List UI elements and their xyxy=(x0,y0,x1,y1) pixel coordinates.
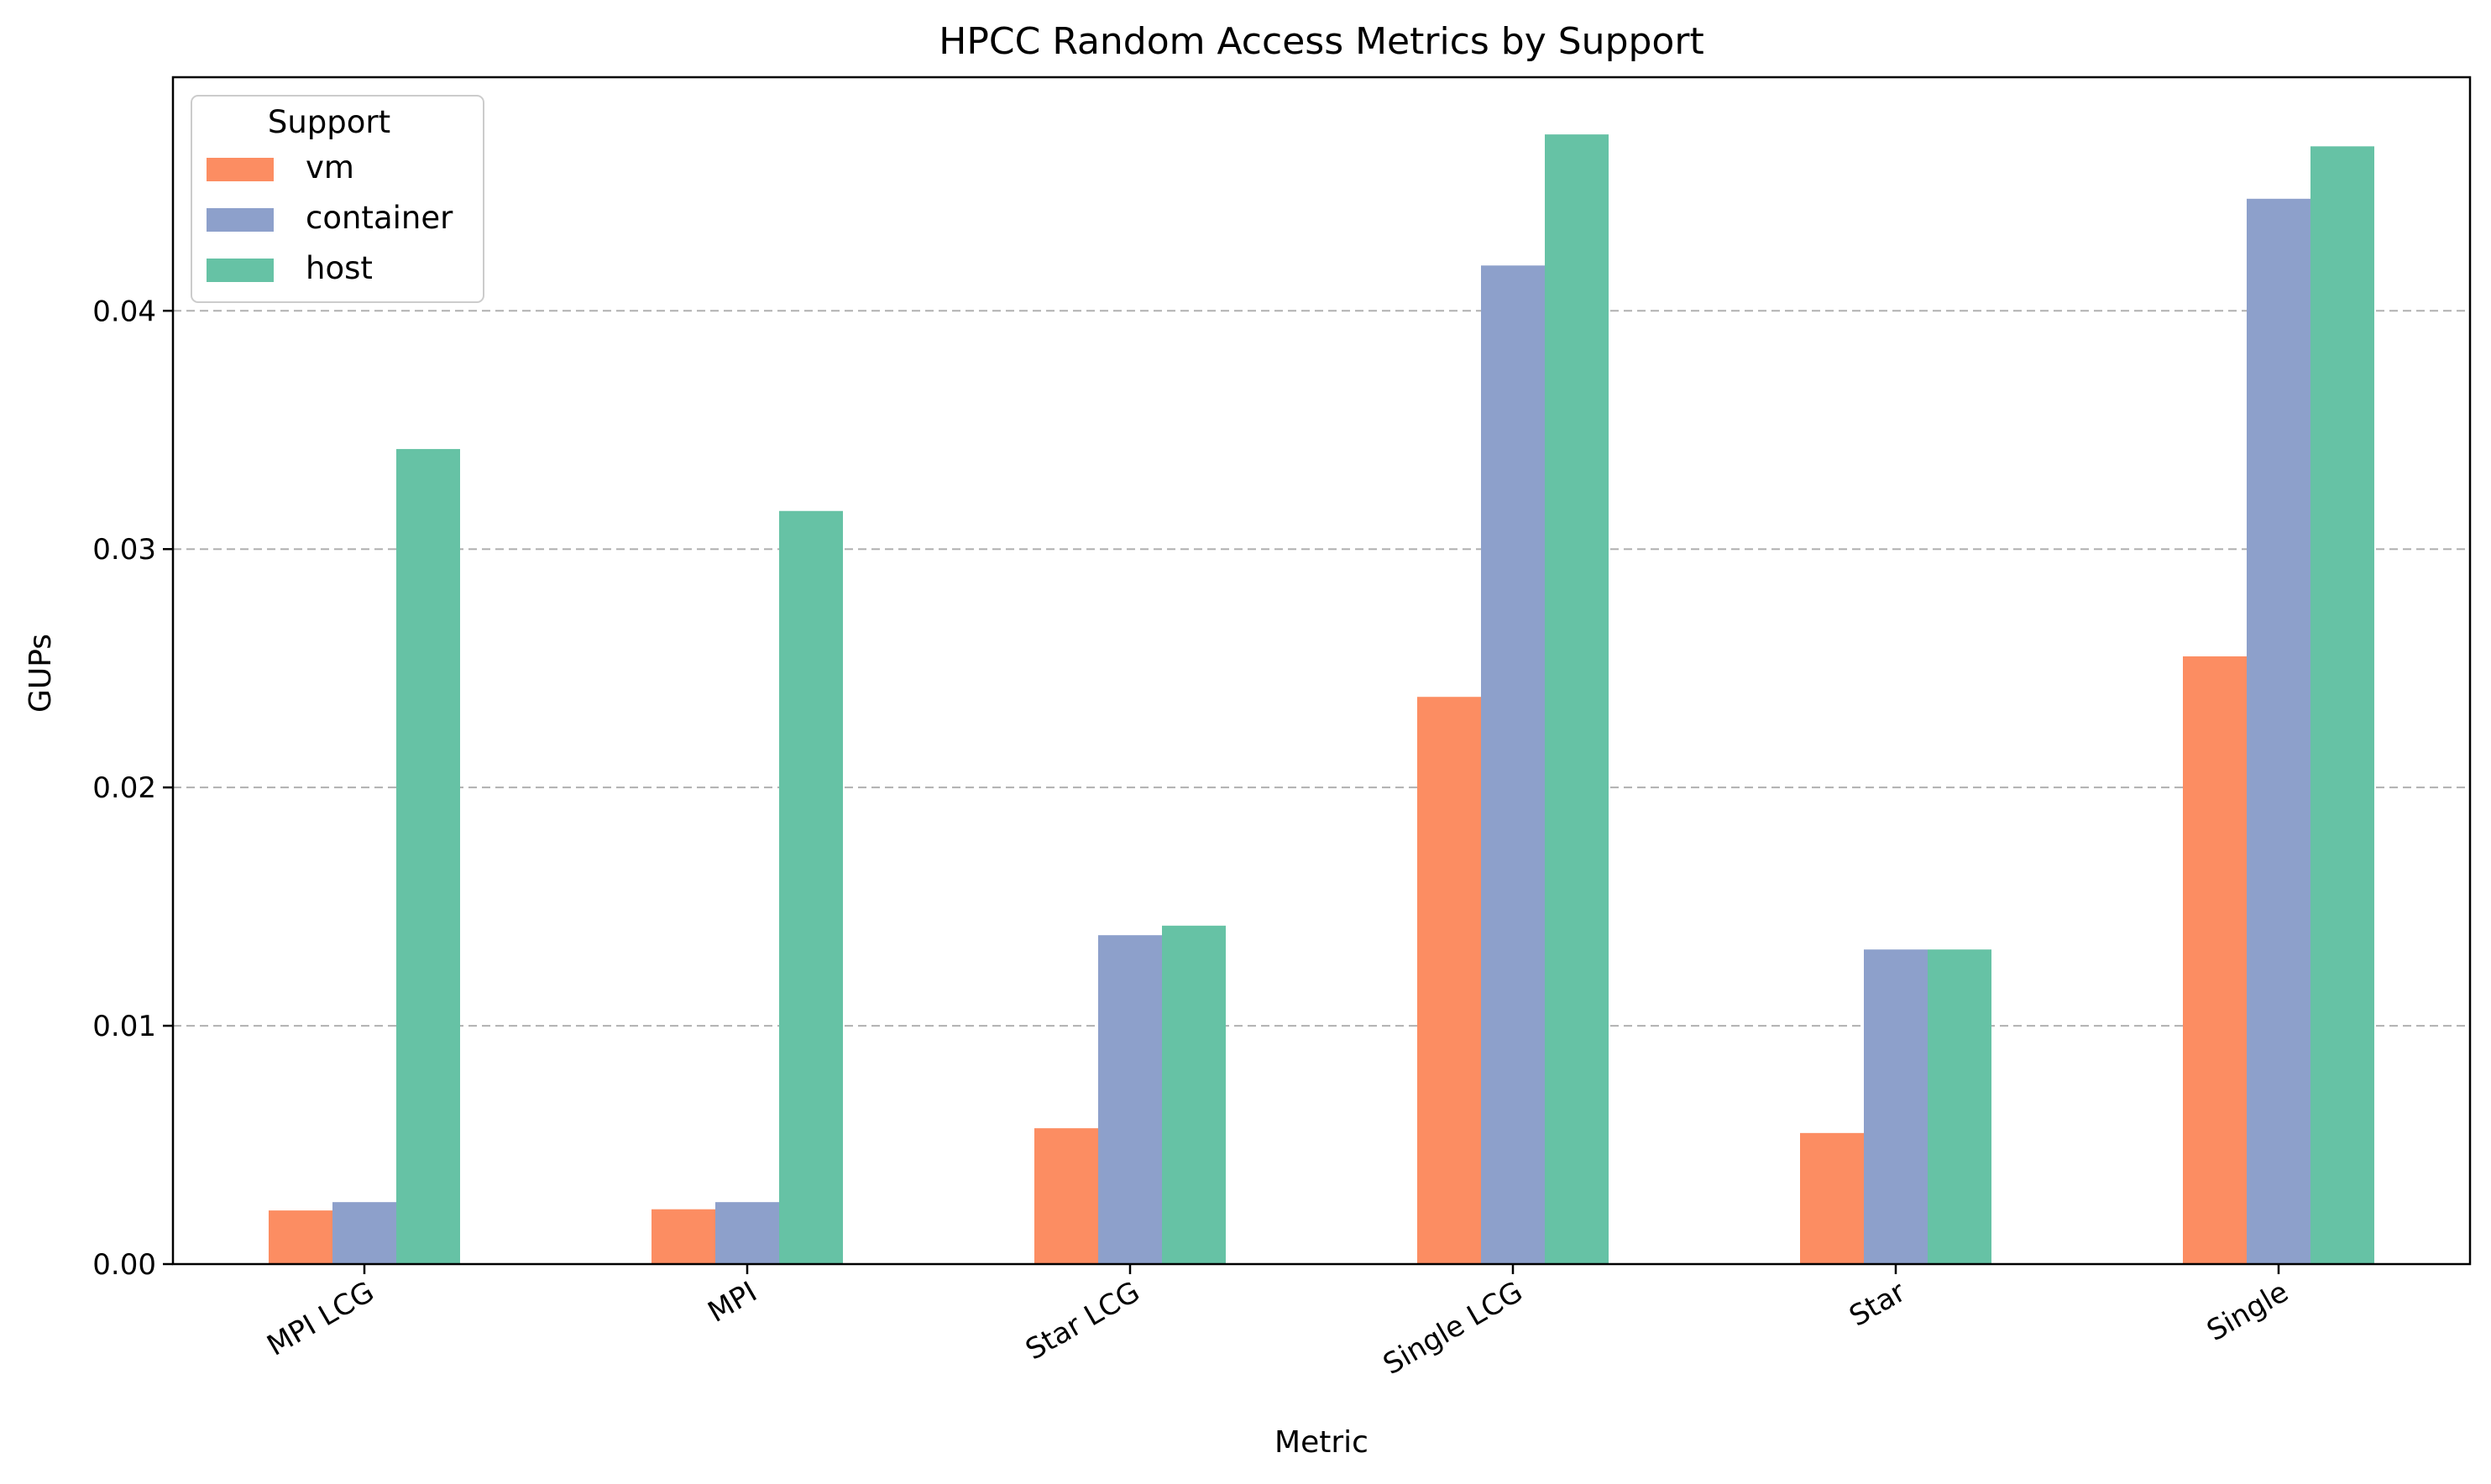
y-tick-label: 0.01 xyxy=(92,1010,156,1043)
legend-label-vm: vm xyxy=(306,149,354,186)
bar-container-single xyxy=(2247,198,2310,1264)
x-axis-title: Metric xyxy=(1274,1425,1368,1460)
y-tick-label: 0.04 xyxy=(92,295,156,328)
gridlines xyxy=(173,310,2470,1027)
bar-host-star-lcg xyxy=(1162,925,1226,1264)
bar-container-star-lcg xyxy=(1098,935,1162,1264)
y-tick-label: 0.03 xyxy=(92,533,156,567)
legend-title: Support xyxy=(268,104,390,140)
bar-host-star xyxy=(1928,949,1991,1264)
bar-vm-star xyxy=(1800,1132,1864,1264)
legend-label-host: host xyxy=(306,250,373,286)
y-tick-label: 0.02 xyxy=(92,771,156,805)
bar-host-mpi-lcg xyxy=(396,448,460,1264)
bar-host-single xyxy=(2310,146,2374,1265)
plot-frame xyxy=(171,76,2472,1266)
bars xyxy=(269,134,2374,1265)
bar-container-mpi xyxy=(715,1202,779,1264)
legend: Support vm container host xyxy=(191,95,484,303)
bar-container-mpi-lcg xyxy=(332,1202,396,1264)
bar-vm-star-lcg xyxy=(1034,1128,1098,1264)
bar-host-single-lcg xyxy=(1545,134,1609,1265)
y-axis-title: GUPs xyxy=(24,634,58,713)
bar-vm-mpi xyxy=(652,1209,715,1264)
legend-label-container: container xyxy=(306,200,453,236)
legend-box xyxy=(191,95,484,303)
bar-vm-mpi-lcg xyxy=(269,1210,332,1264)
legend-swatch-container xyxy=(207,208,274,232)
legend-swatch-host xyxy=(207,259,274,282)
bar-container-single-lcg xyxy=(1481,265,1545,1265)
bar-vm-single-lcg xyxy=(1417,697,1481,1264)
y-tick-label: 0.00 xyxy=(92,1248,156,1282)
bar-vm-single xyxy=(2183,656,2247,1264)
bar-container-star xyxy=(1864,949,1928,1264)
bar-host-mpi xyxy=(779,510,843,1264)
chart-title: HPCC Random Access Metrics by Support xyxy=(939,20,1703,63)
legend-swatch-vm xyxy=(207,158,274,181)
